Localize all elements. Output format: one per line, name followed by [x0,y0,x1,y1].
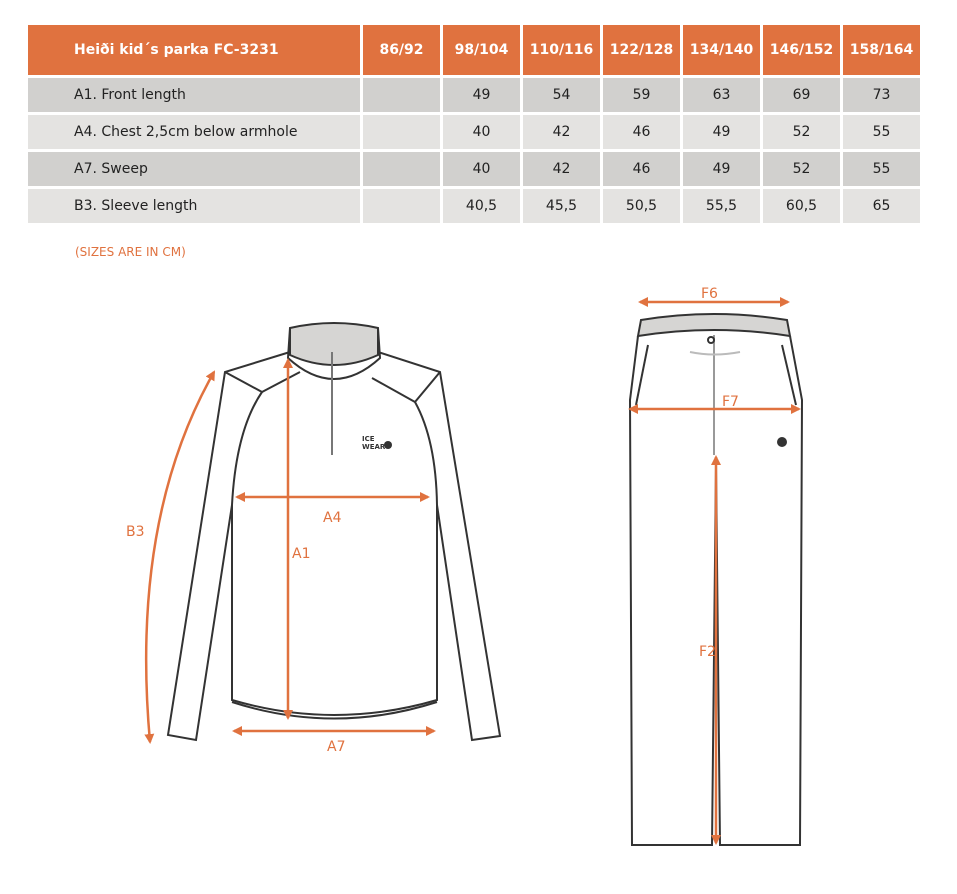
f2-label: F2 [699,644,716,660]
measurement-value: 40 [443,152,520,186]
measurement-value [363,78,440,112]
measurement-value: 49 [683,115,760,149]
measurement-value: 45,5 [523,189,600,223]
measurement-value: 52 [763,115,840,149]
jacket-sketch [166,322,502,742]
size-header: 122/128 [603,25,680,75]
size-header: 86/92 [363,25,440,75]
table-row: B3. Sleeve length 40,5 45,5 50,5 55,5 60,5 65 [28,189,920,223]
measurement-value: 60,5 [763,189,840,223]
measurement-value: 54 [523,78,600,112]
measurement-value [363,115,440,149]
units-note: (SIZES ARE IN CM) [75,245,186,259]
measurement-value: 52 [763,152,840,186]
measurement-label: A7. Sweep [28,152,360,186]
table-row: A7. Sweep 40 42 46 49 52 55 [28,152,920,186]
a1-label: A1 [292,546,310,562]
size-header: 158/164 [843,25,920,75]
measurement-label: B3. Sleeve length [28,189,360,223]
svg-text:ICE: ICE [362,435,375,443]
snowflake-icon [384,441,392,449]
size-header: 110/116 [523,25,600,75]
product-title: Heiði kid´s parka FC-3231 [28,25,360,75]
measurement-value: 40,5 [443,189,520,223]
measurement-label: A1. Front length [28,78,360,112]
snowflake-icon [777,437,787,447]
pants-measure-arrows [628,297,801,845]
b3-arrow [144,370,216,744]
measurement-value: 55 [843,115,920,149]
svg-text:WEAR: WEAR [362,443,386,451]
size-header: 98/104 [443,25,520,75]
measurement-value: 40 [443,115,520,149]
table-header: Heiði kid´s parka FC-3231 86/92 98/104 110/… [28,25,920,75]
measurement-value: 55 [843,152,920,186]
measurement-value: 50,5 [603,189,680,223]
measurement-value [363,189,440,223]
measurement-value: 46 [603,115,680,149]
jacket-measure-arrows [144,358,436,744]
measurement-value: 55,5 [683,189,760,223]
measurement-value: 73 [843,78,920,112]
measurement-value: 49 [683,152,760,186]
a7-label: A7 [327,739,345,755]
measurement-value [363,152,440,186]
table-row: A1. Front length 49 54 59 63 69 73 [28,78,920,112]
measurement-value: 63 [683,78,760,112]
table-row: A4. Chest 2,5cm below armhole 40 42 46 49 52 5… [28,115,920,149]
measurement-value: 46 [603,152,680,186]
measurement-value: 42 [523,115,600,149]
measurement-value: 59 [603,78,680,112]
measurement-value: 49 [443,78,520,112]
brand-logo: ICE WEAR [362,435,392,451]
b3-label: B3 [126,524,145,540]
size-header: 146/152 [763,25,840,75]
size-header: 134/140 [683,25,760,75]
measurement-value: 69 [763,78,840,112]
f7-label: F7 [722,394,739,410]
measurement-value: 65 [843,189,920,223]
size-table: Heiði kid´s parka FC-3231 86/92 98/104 110/… [25,22,923,226]
measurement-value: 42 [523,152,600,186]
a4-label: A4 [323,510,342,526]
f6-label: F6 [701,286,718,302]
measurement-label: A4. Chest 2,5cm below armhole [28,115,360,149]
